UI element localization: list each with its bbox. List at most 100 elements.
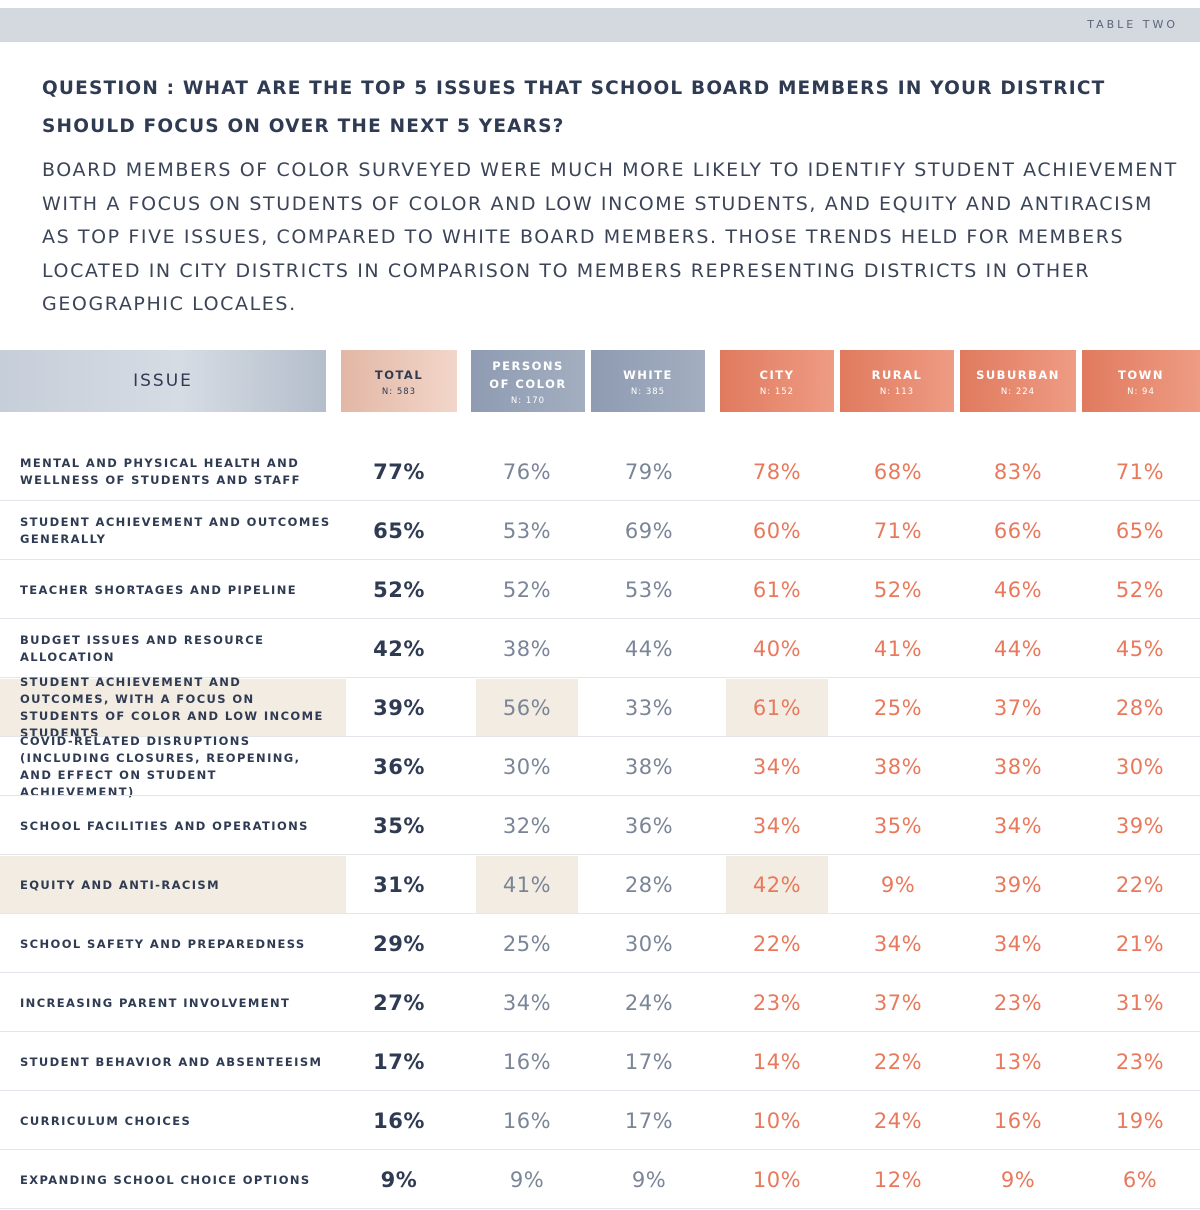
value-cell: 9%: [880, 873, 916, 897]
value-cell: 41%: [476, 856, 578, 914]
value-cell: 68%: [873, 460, 923, 484]
row-divider: [0, 1149, 1200, 1150]
value-cell: 42%: [726, 856, 828, 914]
table-row: EQUITY AND ANTI-RACISM 31% 41% 28% 42% 9% 39% 2…: [0, 856, 1200, 914]
value-cell: 21%: [1115, 932, 1165, 956]
value-cell: 37%: [873, 991, 923, 1015]
issue-label: CURRICULUM CHOICES: [20, 1113, 192, 1128]
header-column-sample-size: N: 170: [510, 395, 546, 406]
header-column-label: SUBURBAN: [976, 367, 1060, 382]
value-cell: 34%: [752, 814, 802, 838]
row-divider: [0, 618, 1200, 619]
row-divider: [0, 972, 1200, 973]
value-cell: 23%: [993, 991, 1043, 1015]
issue-label: INCREASING PARENT INVOLVEMENT: [20, 995, 291, 1010]
header-column-persons-of-color: PERSONS OF COLOR N: 170: [471, 350, 585, 412]
table-row: CURRICULUM CHOICES 16% 16% 17% 10% 24% 16% 19%: [0, 1092, 1200, 1150]
header-column-label: PERSONS OF COLOR: [489, 358, 567, 391]
value-cell: 40%: [752, 637, 802, 661]
header-column-label: WHITE: [623, 367, 673, 382]
value-cell: 24%: [873, 1109, 923, 1133]
issue-label: SCHOOL SAFETY AND PREPAREDNESS: [20, 936, 306, 951]
value-cell: 44%: [624, 637, 674, 661]
row-divider: [0, 854, 1200, 855]
value-cell: 6%: [1122, 1168, 1158, 1192]
value-cell: 52%: [502, 578, 552, 602]
value-cell: 71%: [1115, 460, 1165, 484]
table-label: TABLE TWO: [1087, 18, 1178, 31]
table-row: EXPANDING SCHOOL CHOICE OPTIONS 9% 9% 9% 10%…: [0, 1151, 1200, 1209]
value-cell: 42%: [373, 637, 425, 661]
issue-label: SCHOOL FACILITIES AND OPERATIONS: [20, 818, 309, 833]
value-cell: 53%: [624, 578, 674, 602]
value-cell: 27%: [373, 991, 425, 1015]
value-cell: 52%: [1115, 578, 1165, 602]
value-cell: 9%: [631, 1168, 667, 1192]
issue-label: STUDENT ACHIEVEMENT AND OUTCOMES, WITH A…: [0, 675, 346, 740]
value-cell: 38%: [993, 755, 1043, 779]
value-cell: 23%: [752, 991, 802, 1015]
header-column-label: CITY: [759, 367, 795, 382]
table-row: STUDENT ACHIEVEMENT AND OUTCOMES, WITH A…: [0, 675, 1200, 740]
top-banner: TABLE TWO: [0, 8, 1200, 42]
value-cell: 22%: [1115, 873, 1165, 897]
value-cell: 34%: [993, 814, 1043, 838]
value-cell: 9%: [1000, 1168, 1036, 1192]
issue-label: MENTAL AND PHYSICAL HEALTH AND WELLNESS …: [20, 456, 301, 487]
value-cell: 61%: [752, 578, 802, 602]
value-cell: 34%: [502, 991, 552, 1015]
table-row: BUDGET ISSUES AND RESOURCE ALLOCATION 42%…: [0, 620, 1200, 678]
value-cell: 79%: [624, 460, 674, 484]
header-column-city: CITY N: 152: [720, 350, 834, 412]
value-cell: 78%: [752, 460, 802, 484]
header-column-label: RURAL: [871, 367, 923, 382]
value-cell: 34%: [752, 755, 802, 779]
issue-label: TEACHER SHORTAGES AND PIPELINE: [20, 582, 297, 597]
header-column-suburban: SUBURBAN N: 224: [960, 350, 1076, 412]
issue-label: STUDENT BEHAVIOR AND ABSENTEEISM: [20, 1054, 323, 1069]
value-cell: 30%: [1115, 755, 1165, 779]
row-divider: [0, 677, 1200, 678]
header-issue-label: ISSUE: [133, 371, 193, 391]
value-cell: 25%: [873, 696, 923, 720]
header-column-sample-size: N: 385: [630, 386, 666, 397]
value-cell: 29%: [373, 932, 425, 956]
table-row: STUDENT BEHAVIOR AND ABSENTEEISM 17% 16% 17…: [0, 1033, 1200, 1091]
value-cell: 61%: [726, 679, 828, 737]
value-cell: 10%: [752, 1109, 802, 1133]
value-cell: 17%: [624, 1109, 674, 1133]
row-divider: [0, 1208, 1200, 1209]
value-cell: 16%: [502, 1109, 552, 1133]
issue-label: STUDENT ACHIEVEMENT AND OUTCOMES GENERAL…: [20, 515, 331, 546]
value-cell: 10%: [752, 1168, 802, 1192]
header-column-town: TOWN N: 94: [1082, 350, 1200, 412]
row-divider: [0, 913, 1200, 914]
value-cell: 16%: [373, 1109, 425, 1133]
value-cell: 77%: [373, 460, 425, 484]
value-cell: 83%: [993, 460, 1043, 484]
issue-label: BUDGET ISSUES AND RESOURCE ALLOCATION: [20, 633, 265, 664]
value-cell: 25%: [502, 932, 552, 956]
value-cell: 39%: [993, 873, 1043, 897]
value-cell: 34%: [873, 932, 923, 956]
value-cell: 16%: [993, 1109, 1043, 1133]
value-cell: 35%: [873, 814, 923, 838]
value-cell: 17%: [373, 1050, 425, 1074]
header-column-label: TOTAL: [374, 367, 424, 382]
table-row: INCREASING PARENT INVOLVEMENT 27% 34% 24% 23…: [0, 974, 1200, 1032]
value-cell: 30%: [502, 755, 552, 779]
value-cell: 41%: [873, 637, 923, 661]
table-row: SCHOOL FACILITIES AND OPERATIONS 35% 32% 36…: [0, 797, 1200, 855]
value-cell: 69%: [624, 519, 674, 543]
value-cell: 44%: [993, 637, 1043, 661]
value-cell: 24%: [624, 991, 674, 1015]
value-cell: 66%: [993, 519, 1043, 543]
value-cell: 38%: [873, 755, 923, 779]
value-cell: 28%: [624, 873, 674, 897]
value-cell: 76%: [502, 460, 552, 484]
value-cell: 12%: [873, 1168, 923, 1192]
value-cell: 38%: [502, 637, 552, 661]
value-cell: 14%: [752, 1050, 802, 1074]
value-cell: 22%: [873, 1050, 923, 1074]
value-cell: 45%: [1115, 637, 1165, 661]
